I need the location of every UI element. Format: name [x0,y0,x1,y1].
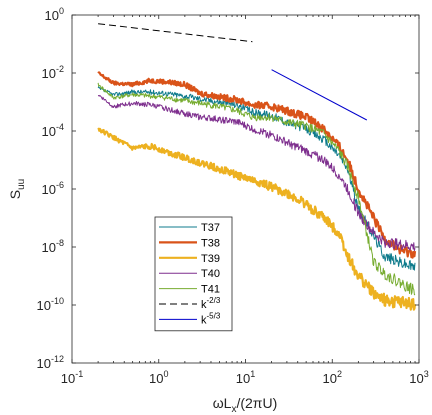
series-line-t39 [97,127,417,311]
y-tick-label: 100 [45,6,64,23]
y-tick-label: 10-10 [37,296,64,313]
y-tick-label: 10-6 [42,180,64,197]
y-tick-label: 10-2 [42,64,64,81]
legend-label: T37 [201,222,220,234]
x-tick-label: 101 [236,369,255,386]
x-tick-label: 10-1 [61,369,83,386]
legend-label: T41 [201,284,220,296]
series-layer [97,23,417,311]
series-line-k-5-3 [271,69,368,121]
x-tick-label: 103 [409,369,428,386]
legend-label: k-2/3 [201,296,221,311]
series-line-t40 [97,94,416,252]
y-axis-label: Suu [7,179,27,199]
y-tick-label: 10-4 [42,122,64,139]
x-tick-label: 100 [149,369,168,386]
legend-label: T38 [201,237,220,249]
series-line-t41 [97,82,416,296]
x-tick-label: 102 [323,369,342,386]
legend-label: T39 [201,253,220,265]
series-line-t37 [97,86,416,271]
tick-layer: 10-1 100 101 102 103 10-12 10-10 10-8 10-6 10-4 10… [37,6,429,386]
series-line-k-2-3 [98,23,253,43]
legend-label: T40 [201,268,220,280]
legend-label: k-5/3 [201,311,221,326]
plot-area [72,15,419,363]
y-tick-label: 10-8 [42,238,64,255]
legend-box [154,216,233,332]
series-line-t38 [97,71,417,259]
y-tick-label: 10-12 [37,354,64,371]
x-axis-label: ωLx/(2πU) [213,395,278,415]
